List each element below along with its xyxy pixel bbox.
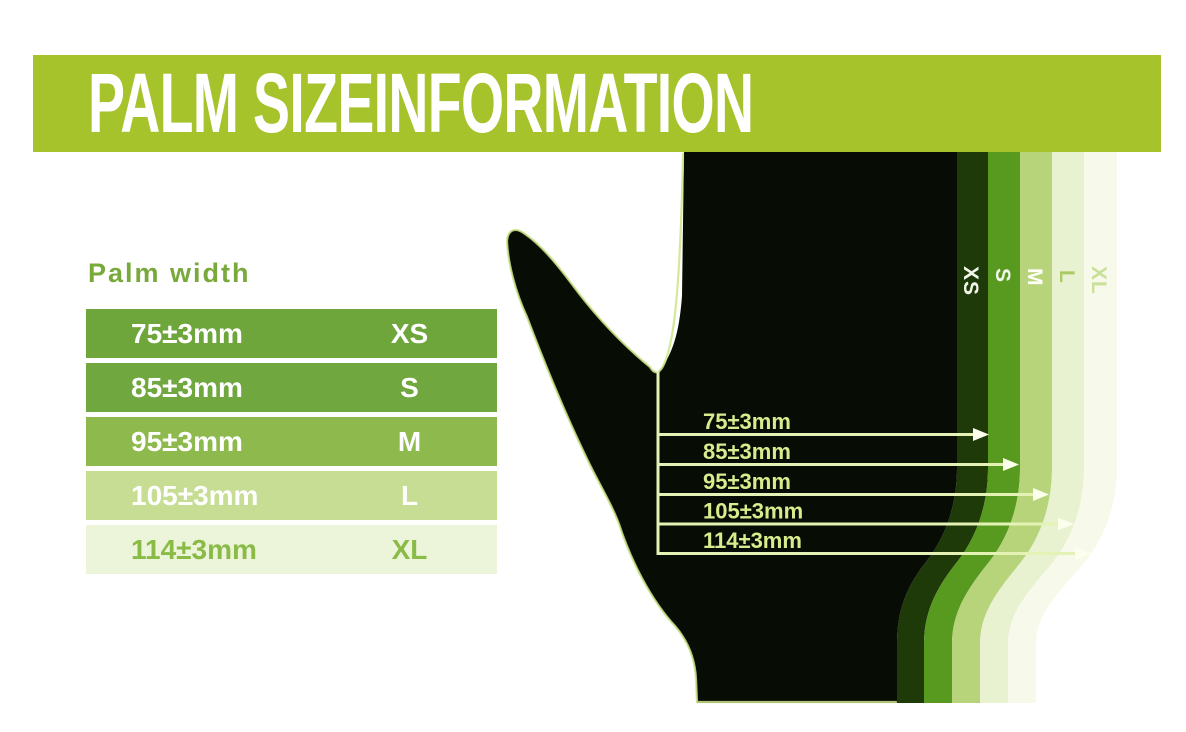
dimension-105: 105±3mm	[657, 499, 1074, 531]
arrowhead-icon	[973, 428, 989, 441]
page-title: PALM SIZEINFORMATION	[88, 56, 754, 150]
dimension-label: 95±3mm	[703, 469, 791, 494]
palm-width-value: 85±3mm	[131, 371, 243, 403]
band-label-xs: XS	[959, 266, 982, 296]
arrowhead-icon	[1033, 488, 1049, 501]
dimension-label: 75±3mm	[703, 409, 791, 434]
size-band-xl	[1008, 152, 1117, 703]
band-label-m: M	[1023, 268, 1046, 287]
size-label: XL	[391, 533, 428, 565]
header-bar: PALM SIZEINFORMATION	[33, 55, 1161, 152]
dimension-95: 95±3mm	[657, 469, 1049, 501]
dimension-label: 105±3mm	[703, 499, 803, 524]
glove-silhouette	[507, 152, 957, 703]
arrowhead-icon	[1003, 458, 1019, 471]
table-row: 95±3mm M	[86, 417, 497, 466]
palm-width-value: 114±3mm	[131, 533, 257, 565]
table-row: 75±3mm XS	[86, 309, 497, 358]
dimension-85: 85±3mm	[657, 439, 1019, 471]
size-band-m	[952, 152, 1052, 703]
size-band-xs	[897, 152, 988, 703]
size-label: M	[397, 425, 422, 457]
band-label-s: S	[991, 268, 1014, 283]
dimension-label: 114±3mm	[703, 528, 802, 553]
dimension-75: 75±3mm	[657, 409, 989, 441]
band-label-l: L	[1055, 270, 1078, 284]
palm-width-value: 105±3mm	[131, 479, 259, 511]
arrowhead-icon	[1075, 547, 1091, 560]
band-label-xl: XL	[1087, 266, 1110, 295]
table-row: 85±3mm S	[86, 363, 497, 412]
table-row: 114±3mm XL	[86, 525, 497, 574]
dimension-label: 85±3mm	[703, 439, 791, 464]
dimension-114: 114±3mm	[657, 528, 1091, 560]
size-band-l	[980, 152, 1084, 703]
table-heading: Palm width	[88, 258, 251, 288]
palm-width-value: 95±3mm	[131, 425, 243, 457]
size-label: S	[400, 371, 419, 403]
size-band-s	[924, 152, 1020, 703]
size-label: XS	[390, 317, 429, 349]
table-row: 105±3mm L	[86, 471, 497, 520]
palm-width-value: 75±3mm	[131, 317, 243, 349]
size-table: 75±3mm XS 85±3mm S 95±3mm M 105±3mm L 11…	[86, 309, 497, 574]
size-label: L	[400, 479, 419, 511]
arrowhead-icon	[1058, 517, 1074, 531]
